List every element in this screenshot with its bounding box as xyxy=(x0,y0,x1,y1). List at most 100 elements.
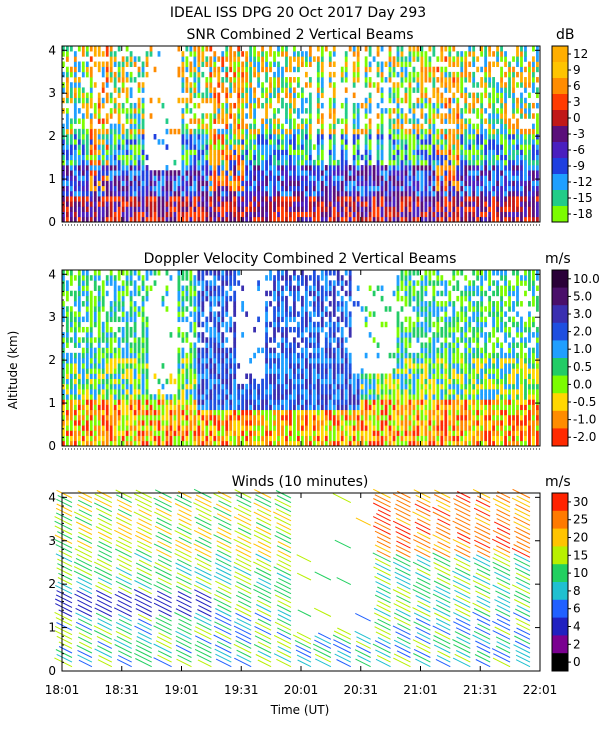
heatmap-cell xyxy=(130,191,133,196)
heatmap-cell xyxy=(174,191,177,196)
heatmap-cell xyxy=(309,118,312,123)
heatmap-cell xyxy=(257,436,260,441)
heatmap-cell xyxy=(70,399,73,404)
heatmap-cell xyxy=(82,196,85,201)
heatmap-cell xyxy=(444,186,447,191)
heatmap-cell xyxy=(182,348,185,353)
heatmap-cell xyxy=(253,134,256,139)
heatmap-cell xyxy=(110,155,113,160)
heatmap-cell xyxy=(333,62,336,67)
heatmap-cell xyxy=(94,175,97,180)
heatmap-cell xyxy=(281,296,284,301)
heatmap-cell xyxy=(337,170,340,175)
heatmap-cell xyxy=(134,56,137,61)
heatmap-cell xyxy=(118,113,121,118)
heatmap-cell xyxy=(528,155,531,160)
heatmap-cell xyxy=(122,317,125,322)
heatmap-cell xyxy=(221,399,224,404)
heatmap-cell xyxy=(257,56,260,61)
heatmap-cell xyxy=(341,191,344,196)
heatmap-cell xyxy=(249,51,252,56)
heatmap-cell xyxy=(182,311,185,316)
heatmap-cell xyxy=(532,186,535,191)
heatmap-cell xyxy=(213,317,216,322)
heatmap-cell xyxy=(241,82,244,87)
heatmap-cell xyxy=(464,51,467,56)
heatmap-cell xyxy=(182,67,185,72)
heatmap-cell xyxy=(229,108,232,113)
heatmap-cell xyxy=(201,348,204,353)
heatmap-cell xyxy=(150,410,153,415)
heatmap-cell xyxy=(277,129,280,134)
heatmap-cell xyxy=(102,181,105,186)
heatmap-cell xyxy=(90,441,93,446)
heatmap-cell xyxy=(74,363,77,368)
heatmap-cell xyxy=(209,337,212,342)
heatmap-cell xyxy=(241,72,244,77)
heatmap-cell xyxy=(265,181,268,186)
heatmap-cell xyxy=(488,212,491,217)
heatmap-cell xyxy=(389,175,392,180)
heatmap-cell xyxy=(297,415,300,420)
heatmap-cell xyxy=(221,405,224,410)
heatmap-cell xyxy=(122,160,125,165)
heatmap-cell xyxy=(520,160,523,165)
heatmap-cell xyxy=(233,72,236,77)
heatmap-cell xyxy=(146,368,149,373)
heatmap-cell xyxy=(130,342,133,347)
heatmap-cell xyxy=(436,160,439,165)
heatmap-cell xyxy=(460,108,463,113)
heatmap-cell xyxy=(134,410,137,415)
heatmap-cell xyxy=(114,129,117,134)
heatmap-cell xyxy=(265,201,268,206)
heatmap-cell xyxy=(345,87,348,92)
heatmap-cell xyxy=(301,144,304,149)
heatmap-cell xyxy=(166,436,169,441)
heatmap-cell xyxy=(265,358,268,363)
heatmap-cell xyxy=(393,206,396,211)
heatmap-cell xyxy=(90,337,93,342)
heatmap-cell xyxy=(265,108,268,113)
heatmap-cell xyxy=(90,160,93,165)
heatmap-cell xyxy=(488,170,491,175)
heatmap-cell xyxy=(421,82,424,87)
heatmap-cell xyxy=(377,139,380,144)
heatmap-cell xyxy=(349,165,352,170)
heatmap-cell xyxy=(154,425,157,430)
heatmap-cell xyxy=(297,150,300,155)
heatmap-cell xyxy=(182,181,185,186)
heatmap-cell xyxy=(305,51,308,56)
heatmap-cell xyxy=(205,217,208,222)
heatmap-cell xyxy=(185,62,188,67)
heatmap-cell xyxy=(301,206,304,211)
heatmap-cell xyxy=(321,181,324,186)
heatmap-cell xyxy=(417,144,420,149)
heatmap-cell xyxy=(90,72,93,77)
heatmap-cell xyxy=(221,67,224,72)
heatmap-cell xyxy=(237,67,240,72)
heatmap-cell xyxy=(126,155,129,160)
heatmap-cell xyxy=(182,374,185,379)
heatmap-cell xyxy=(309,124,312,129)
heatmap-cell xyxy=(317,186,320,191)
heatmap-cell xyxy=(178,72,181,77)
heatmap-cell xyxy=(130,399,133,404)
heatmap-cell xyxy=(170,430,173,435)
heatmap-cell xyxy=(345,217,348,222)
heatmap-cell xyxy=(253,56,256,61)
heatmap-cell xyxy=(126,129,129,134)
heatmap-cell xyxy=(74,379,77,384)
heatmap-cell xyxy=(78,155,81,160)
heatmap-cell xyxy=(237,72,240,77)
heatmap-cell xyxy=(444,139,447,144)
heatmap-cell xyxy=(158,436,161,441)
heatmap-cell xyxy=(225,56,228,61)
heatmap-cell xyxy=(134,306,137,311)
heatmap-cell xyxy=(472,98,475,103)
heatmap-cell xyxy=(98,191,101,196)
heatmap-cell xyxy=(110,415,113,420)
heatmap-cell xyxy=(221,62,224,67)
heatmap-cell xyxy=(504,129,507,134)
heatmap-cell xyxy=(150,217,153,222)
heatmap-cell xyxy=(496,87,499,92)
